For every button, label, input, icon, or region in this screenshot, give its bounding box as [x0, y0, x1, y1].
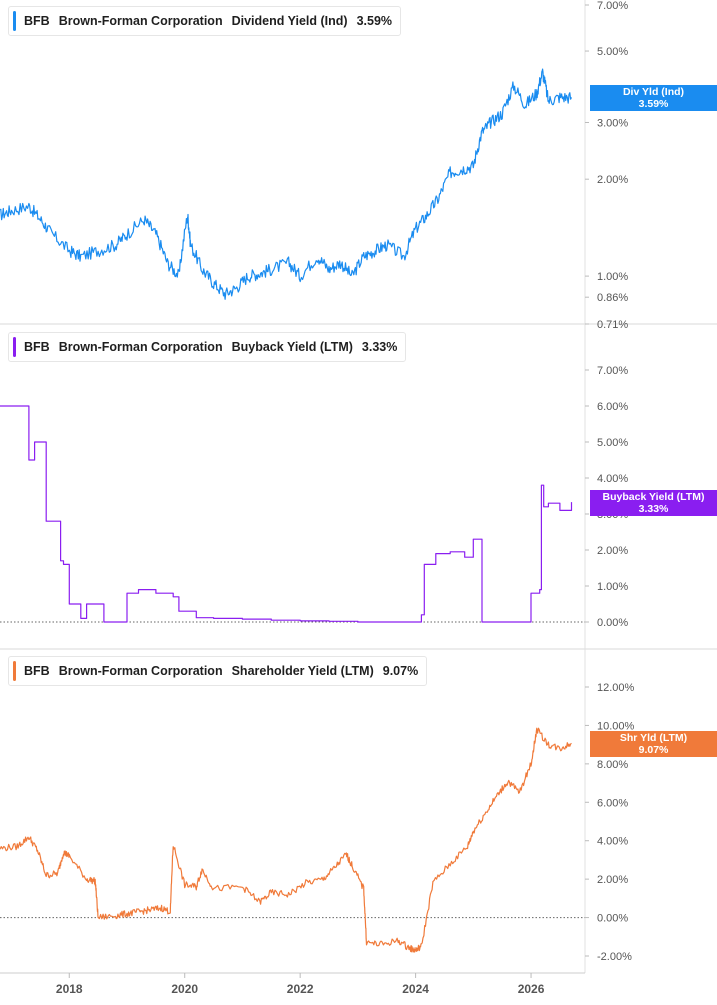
legend-metric: Shareholder Yield (LTM) — [231, 664, 374, 678]
legend-metric: Buyback Yield (LTM) — [231, 340, 353, 354]
y-tick-label: 10.00% — [597, 720, 635, 732]
legend-value: 9.07% — [382, 664, 419, 678]
y-tick-label: 1.00% — [597, 271, 628, 283]
badge-value: 3.59% — [638, 98, 669, 110]
y-tick-label: 0.71% — [597, 319, 628, 331]
current-value-badge-dividend: Div Yld (Ind) 3.59% — [590, 85, 717, 111]
y-tick-label: 12.00% — [597, 682, 635, 694]
series-line-shareholder-yield-ltm- — [0, 727, 572, 953]
y-tick-label: 0.86% — [597, 292, 628, 304]
badge-label: Buyback Yield (LTM) — [602, 491, 705, 503]
legend-dividend-yield[interactable]: BFB Brown-Forman Corporation Dividend Yi… — [8, 6, 402, 36]
badge-value: 3.33% — [638, 503, 669, 515]
x-axis: 2018 2020 2022 2024 2026 — [0, 972, 585, 996]
y-tick-label: 1.00% — [597, 581, 628, 593]
x-tick-label: 2026 — [518, 982, 545, 996]
buyback-yield-panel: 7.00%6.00%5.00%4.00%3.00%2.00%1.00%0.00% — [0, 365, 628, 629]
legend-value: 3.59% — [356, 14, 393, 28]
panel-dividers — [0, 0, 717, 973]
y-tick-label: 7.00% — [597, 0, 628, 12]
y-tick-label: 5.00% — [597, 46, 628, 58]
x-tick-label: 2020 — [171, 982, 198, 996]
badge-label: Div Yld (Ind) — [622, 86, 685, 98]
series-swatch-buyback — [13, 337, 16, 357]
badge-value: 9.07% — [638, 744, 669, 756]
x-tick-label: 2018 — [56, 982, 83, 996]
y-tick-label: 4.00% — [597, 473, 628, 485]
y-tick-label: -2.00% — [597, 951, 632, 963]
y-tick-label: 6.00% — [597, 401, 628, 413]
x-tick-label: 2024 — [402, 982, 429, 996]
series-swatch-shareholder — [13, 661, 16, 681]
legend-ticker: BFB — [24, 340, 50, 354]
y-tick-label: 0.00% — [597, 913, 628, 925]
series-line-dividend-yield-ind- — [0, 68, 573, 300]
legend-ticker: BFB — [24, 14, 50, 28]
badge-label: Shr Yld (LTM) — [619, 732, 688, 744]
legend-company: Brown-Forman Corporation — [58, 340, 223, 354]
series-line-buyback-yield-ltm- — [0, 405, 573, 623]
current-value-badge-buyback: Buyback Yield (LTM) 3.33% — [590, 490, 717, 516]
legend-shareholder-yield[interactable]: BFB Brown-Forman Corporation Shareholder… — [8, 656, 428, 686]
dividend-yield-panel: 7.00% 5.00% 3.00% 2.00% 1.00% 0.86% 0.71% — [0, 0, 628, 331]
legend-company: Brown-Forman Corporation — [58, 14, 223, 28]
y-tick-label: 2.00% — [597, 545, 628, 557]
series-swatch-dividend — [13, 11, 16, 31]
legend-ticker: BFB — [24, 664, 50, 678]
y-tick-label: 2.00% — [597, 174, 628, 186]
y-tick-label: 4.00% — [597, 836, 628, 848]
legend-value: 3.33% — [361, 340, 398, 354]
y-tick-label: 7.00% — [597, 365, 628, 377]
y-tick-label: 5.00% — [597, 437, 628, 449]
legend-company: Brown-Forman Corporation — [58, 664, 223, 678]
y-tick-label: 6.00% — [597, 797, 628, 809]
y-tick-label: 3.00% — [597, 117, 628, 129]
legend-metric: Dividend Yield (Ind) — [231, 14, 348, 28]
current-value-badge-shareholder: Shr Yld (LTM) 9.07% — [590, 731, 717, 757]
y-tick-label: 8.00% — [597, 759, 628, 771]
y-tick-label: 0.00% — [597, 617, 628, 629]
shareholder-yield-panel: 12.00% 10.00% 8.00% 6.00% 4.00% 2.00% 0.00% -2.… — [0, 682, 635, 963]
legend-buyback-yield[interactable]: BFB Brown-Forman Corporation Buyback Yie… — [8, 332, 407, 362]
x-tick-label: 2022 — [287, 982, 314, 996]
y-tick-label: 2.00% — [597, 874, 628, 886]
